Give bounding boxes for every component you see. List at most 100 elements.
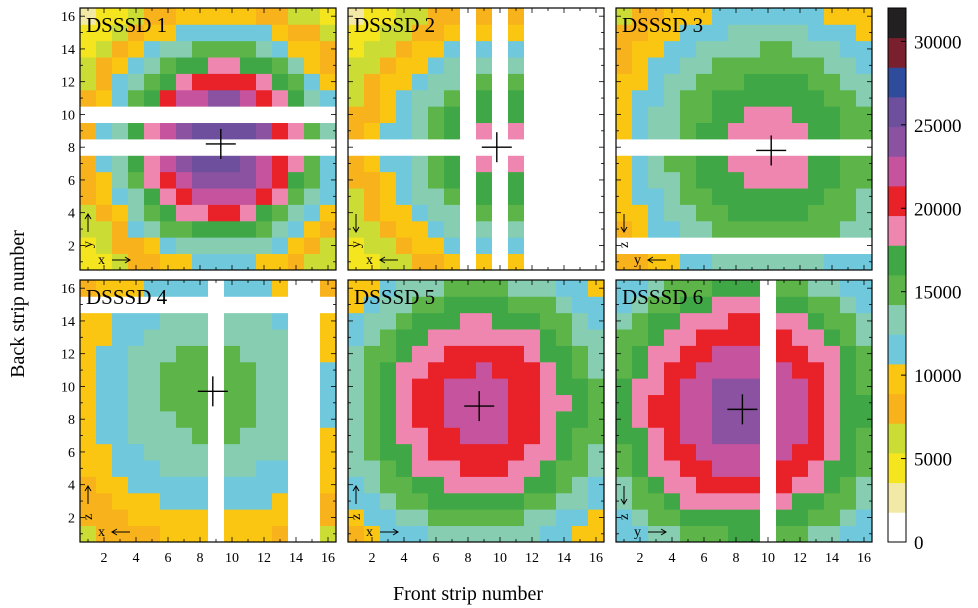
heatmap-cell <box>176 171 193 189</box>
heatmap-cell <box>648 24 665 42</box>
heatmap-cell <box>272 24 289 42</box>
heatmap-cell <box>240 492 257 510</box>
heatmap-cell <box>128 460 145 477</box>
heatmap-cell <box>632 509 649 527</box>
heatmap-cell <box>208 139 225 156</box>
heatmap-cell <box>712 220 729 238</box>
y-tick-label: 14 <box>61 315 75 330</box>
y-tick-label: 16 <box>61 282 75 297</box>
heatmap-cell <box>288 460 305 477</box>
heatmap-cell <box>572 329 589 346</box>
heatmap-cell <box>304 345 321 363</box>
heatmap-cell <box>492 106 509 124</box>
heatmap-cell <box>224 57 241 74</box>
heatmap-cell <box>616 8 633 25</box>
heatmap-cell <box>240 8 257 25</box>
heatmap-cell <box>224 188 241 205</box>
colorbar-bin <box>888 215 906 246</box>
heatmap-cell <box>556 345 573 363</box>
heatmap-cell <box>588 253 605 271</box>
heatmap-cell <box>256 57 273 74</box>
heatmap-cell <box>824 411 841 428</box>
heatmap-cell <box>348 361 365 379</box>
heatmap-cell <box>160 411 177 428</box>
heatmap-cell <box>348 476 365 494</box>
heatmap-cell <box>524 8 541 25</box>
heatmap-cell <box>444 89 461 107</box>
heatmap-cell <box>348 106 365 124</box>
heatmap-cell <box>728 188 745 205</box>
heatmap-cell <box>680 8 697 25</box>
heatmap-cell <box>664 89 681 107</box>
heatmap-cell <box>508 492 525 510</box>
y-tick-label: 12 <box>61 76 75 91</box>
heatmap-cell <box>176 237 193 255</box>
heatmap-cell <box>208 73 225 91</box>
heatmap-cell <box>588 40 605 58</box>
heatmap-cell <box>856 204 873 222</box>
heatmap-cell <box>176 296 193 314</box>
heatmap-cell <box>176 40 193 58</box>
heatmap-cell <box>176 155 193 173</box>
heatmap-cell <box>364 296 381 314</box>
heatmap-cell <box>476 329 493 346</box>
heatmap-cell <box>808 237 825 255</box>
heatmap-cell <box>508 509 525 527</box>
heatmap-cell <box>680 492 697 510</box>
heatmap-cell <box>476 427 493 445</box>
heatmap-cell <box>744 509 761 527</box>
heatmap-cell <box>208 345 225 363</box>
heatmap-cell <box>256 476 273 494</box>
heatmap-cell <box>176 73 193 91</box>
heatmap-cell <box>144 171 161 189</box>
heatmap-cell <box>696 8 713 25</box>
heatmap-cell <box>428 40 445 58</box>
heatmap-cell <box>304 8 321 25</box>
heatmap-cell <box>240 106 257 124</box>
heatmap-cell <box>144 188 161 205</box>
heatmap-cell <box>476 411 493 428</box>
heatmap-cell <box>144 155 161 173</box>
heatmap-cell <box>272 155 289 173</box>
heatmap-cell <box>208 204 225 222</box>
heatmap-cell <box>320 296 337 314</box>
heatmap-cell <box>664 394 681 412</box>
heatmap-cell <box>632 460 649 477</box>
heatmap-cell <box>524 378 541 396</box>
heatmap-cell <box>728 40 745 58</box>
heatmap-cell <box>380 8 397 25</box>
heatmap-cell <box>792 378 809 396</box>
heatmap-cell <box>508 139 525 156</box>
heatmap-cell <box>444 188 461 205</box>
heatmap-cell <box>460 188 477 205</box>
heatmap-cell <box>648 89 665 107</box>
heatmap-cell <box>492 188 509 205</box>
heatmap-cell <box>840 237 857 255</box>
heatmap-cell <box>460 411 477 428</box>
heatmap-cell <box>524 253 541 271</box>
heatmap-cell <box>856 24 873 42</box>
colorbar-bin <box>888 67 906 98</box>
heatmap-cell <box>616 204 633 222</box>
heatmap-cell <box>508 24 525 42</box>
heatmap-cell <box>556 476 573 494</box>
heatmap-cell <box>840 57 857 74</box>
heatmap-cell <box>272 220 289 238</box>
heatmap-cell <box>556 525 573 543</box>
heatmap-cell <box>856 220 873 238</box>
heatmap-cell <box>776 237 793 255</box>
heatmap-cell <box>444 139 461 156</box>
heatmap-cell <box>556 89 573 107</box>
heatmap-cell <box>492 204 509 222</box>
heatmap-cell <box>696 253 713 271</box>
heatmap-cell <box>288 509 305 527</box>
heatmap-cell <box>272 361 289 379</box>
heatmap-cell <box>760 57 777 74</box>
heatmap-cell <box>572 139 589 156</box>
heatmap-cell <box>712 411 729 428</box>
heatmap-cell <box>428 329 445 346</box>
heatmap-cell <box>112 89 129 107</box>
heatmap-cell <box>572 253 589 271</box>
heatmap-cell <box>728 329 745 346</box>
